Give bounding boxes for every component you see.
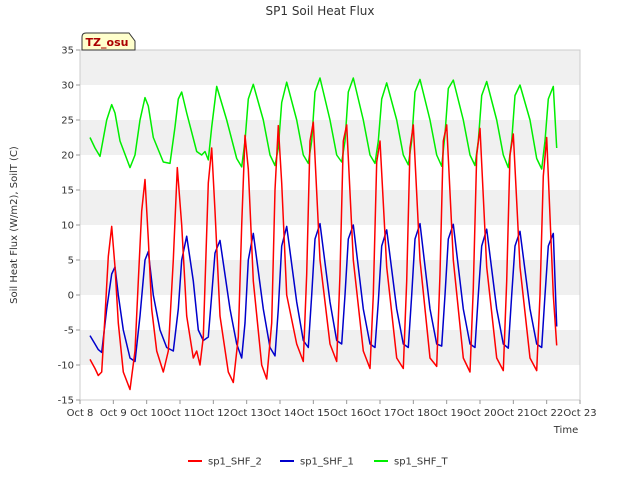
series-line-sp1_SHF_T bbox=[89, 77, 558, 170]
x-tick-label: Oct 17 bbox=[363, 408, 396, 419]
legend: sp1_SHF_2 sp1_SHF_1 sp1_SHF_T bbox=[188, 457, 449, 468]
x-tick-label: Oct 8 bbox=[67, 408, 94, 419]
series-lines bbox=[89, 77, 558, 391]
series-line-sp1_SHF_2 bbox=[89, 121, 558, 391]
plot-band bbox=[80, 120, 580, 155]
series-line-sp1_SHF_1 bbox=[89, 222, 558, 363]
x-tick-label: Oct 15 bbox=[297, 408, 330, 419]
x-tick-label: Oct 9 bbox=[100, 408, 127, 419]
x-tick-label: Oct 21 bbox=[497, 408, 530, 419]
y-tick-label: 20 bbox=[61, 151, 74, 162]
x-tick-label: Oct 13 bbox=[230, 408, 263, 419]
plot-band bbox=[80, 225, 580, 260]
y-tick-label: -10 bbox=[58, 361, 74, 372]
plot-band bbox=[80, 85, 580, 120]
x-tick-label: Oct 19 bbox=[430, 408, 463, 419]
y-tick-label: 10 bbox=[61, 221, 74, 232]
y-axis: -15 -10 -5 0 5 10 15 20 25 30 35 bbox=[58, 46, 80, 407]
x-tick-label: Oct 10 bbox=[130, 408, 163, 419]
x-tick-label: Oct 20 bbox=[463, 408, 496, 419]
y-tick-label: 25 bbox=[61, 116, 74, 127]
x-tick-label: Oct 22 bbox=[530, 408, 563, 419]
plot-band bbox=[80, 190, 580, 225]
plot-bands bbox=[80, 50, 580, 400]
x-tick-label: Oct 16 bbox=[330, 408, 363, 419]
x-tick-label: Oct 11 bbox=[163, 408, 196, 419]
legend-label-sp1_SHF_T: sp1_SHF_T bbox=[394, 457, 449, 468]
x-axis: Oct 8 Oct 9 Oct 10 Oct 11 Oct 12 Oct 13 Oct 14… bbox=[67, 400, 597, 419]
x-tick-label: Oct 14 bbox=[263, 408, 296, 419]
plot-band bbox=[80, 50, 580, 85]
tz-annotation-label: TZ_osu bbox=[86, 36, 129, 49]
x-tick-label: Oct 23 bbox=[563, 408, 596, 419]
y-tick-label: 15 bbox=[61, 186, 74, 197]
x-tick-label: Oct 12 bbox=[197, 408, 230, 419]
y-tick-label: 30 bbox=[61, 81, 74, 92]
y-tick-label: 5 bbox=[68, 256, 74, 267]
legend-label-sp1_SHF_2: sp1_SHF_2 bbox=[208, 457, 262, 468]
x-tick-label: Oct 18 bbox=[397, 408, 430, 419]
plot-band bbox=[80, 260, 580, 295]
y-tick-label: -15 bbox=[58, 396, 74, 407]
y-tick-label: 35 bbox=[61, 46, 74, 57]
y-tick-label: 0 bbox=[68, 291, 74, 302]
x-axis-title: Time bbox=[553, 425, 578, 436]
tz-annotation-box bbox=[81, 32, 136, 51]
chart-title: SP1 Soil Heat Flux bbox=[266, 4, 375, 18]
plot-band bbox=[80, 365, 580, 400]
legend-label-sp1_SHF_1: sp1_SHF_1 bbox=[300, 457, 354, 468]
tz-annotation: TZ_osu bbox=[81, 32, 136, 51]
y-axis-title: Soil Heat Flux (W/m2), SoilT (C) bbox=[9, 146, 20, 304]
y-tick-label: -5 bbox=[64, 326, 74, 337]
